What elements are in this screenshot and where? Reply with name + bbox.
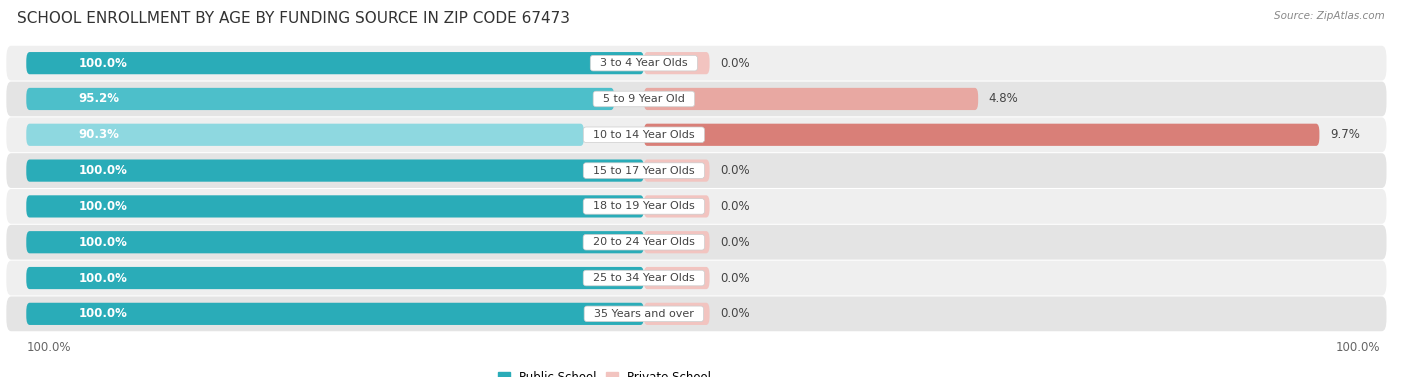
FancyBboxPatch shape [27,303,644,325]
Text: 90.3%: 90.3% [79,128,120,141]
FancyBboxPatch shape [644,303,710,325]
Text: 25 to 34 Year Olds: 25 to 34 Year Olds [586,273,702,283]
FancyBboxPatch shape [7,153,1386,188]
Text: 5 to 9 Year Old: 5 to 9 Year Old [596,94,692,104]
Text: 10 to 14 Year Olds: 10 to 14 Year Olds [586,130,702,140]
FancyBboxPatch shape [27,52,644,74]
Text: 0.0%: 0.0% [720,271,749,285]
FancyBboxPatch shape [27,159,644,182]
FancyBboxPatch shape [644,52,710,74]
Text: 0.0%: 0.0% [720,57,749,70]
FancyBboxPatch shape [7,225,1386,260]
FancyBboxPatch shape [27,88,614,110]
Text: 100.0%: 100.0% [79,200,128,213]
FancyBboxPatch shape [644,124,1319,146]
FancyBboxPatch shape [7,296,1386,331]
Text: Source: ZipAtlas.com: Source: ZipAtlas.com [1274,11,1385,21]
Text: 20 to 24 Year Olds: 20 to 24 Year Olds [586,237,702,247]
FancyBboxPatch shape [27,195,644,218]
Text: 4.8%: 4.8% [988,92,1018,106]
Text: 100.0%: 100.0% [27,341,70,354]
FancyBboxPatch shape [27,267,644,289]
Legend: Public School, Private School: Public School, Private School [494,366,716,377]
FancyBboxPatch shape [27,124,583,146]
Text: 0.0%: 0.0% [720,236,749,249]
Text: 9.7%: 9.7% [1330,128,1360,141]
Text: 35 Years and over: 35 Years and over [586,309,700,319]
Text: 100.0%: 100.0% [79,164,128,177]
Text: 18 to 19 Year Olds: 18 to 19 Year Olds [586,201,702,211]
FancyBboxPatch shape [7,81,1386,116]
Text: 95.2%: 95.2% [79,92,120,106]
Text: 100.0%: 100.0% [1336,341,1379,354]
Text: 3 to 4 Year Olds: 3 to 4 Year Olds [593,58,695,68]
FancyBboxPatch shape [644,88,979,110]
FancyBboxPatch shape [644,267,710,289]
FancyBboxPatch shape [644,231,710,253]
Text: 100.0%: 100.0% [79,307,128,320]
Text: 15 to 17 Year Olds: 15 to 17 Year Olds [586,166,702,176]
FancyBboxPatch shape [7,46,1386,81]
Text: 0.0%: 0.0% [720,200,749,213]
FancyBboxPatch shape [7,117,1386,152]
Text: SCHOOL ENROLLMENT BY AGE BY FUNDING SOURCE IN ZIP CODE 67473: SCHOOL ENROLLMENT BY AGE BY FUNDING SOUR… [17,11,569,26]
Text: 0.0%: 0.0% [720,164,749,177]
Text: 100.0%: 100.0% [79,271,128,285]
FancyBboxPatch shape [644,195,710,218]
FancyBboxPatch shape [644,159,710,182]
FancyBboxPatch shape [7,189,1386,224]
Text: 0.0%: 0.0% [720,307,749,320]
FancyBboxPatch shape [27,231,644,253]
Text: 100.0%: 100.0% [79,57,128,70]
FancyBboxPatch shape [7,261,1386,296]
Text: 100.0%: 100.0% [79,236,128,249]
